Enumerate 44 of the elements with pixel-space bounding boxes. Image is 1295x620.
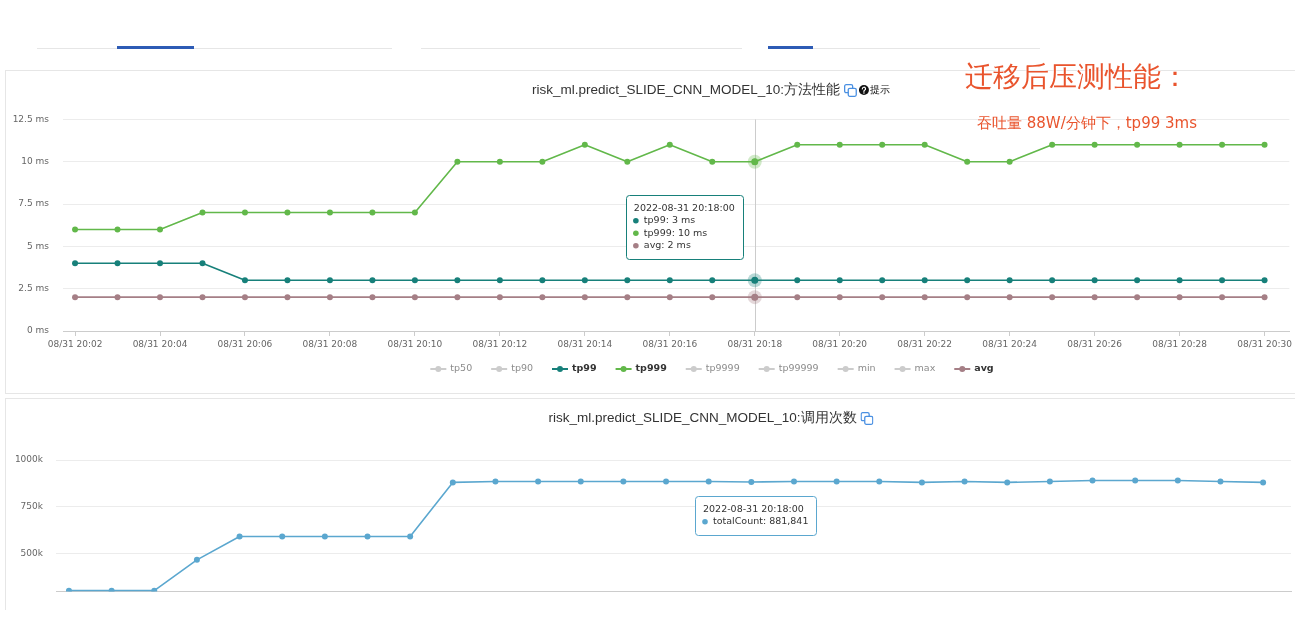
x-tick-label: 08/31 20:30 (1237, 338, 1293, 349)
x-tick-label: 08/31 20:24 (982, 338, 1038, 349)
x-tick-label: 08/31 20:20 (812, 338, 868, 349)
x-tick-label: 08/31 20:28 (1152, 338, 1208, 349)
legend-label: tp99999 (778, 362, 819, 374)
legend-label: avg (974, 362, 994, 374)
legend-label: tp9999 (705, 362, 740, 374)
y-tick-label: 5 ms (26, 240, 50, 251)
x-tick-label: 08/31 20:10 (387, 338, 443, 349)
y-tick-label: 2.5 ms (18, 283, 50, 294)
annotation: avg: 2 ms (643, 239, 691, 251)
y-tick-label: 0 ms (26, 325, 50, 336)
y-tick-label: 750k (20, 501, 44, 512)
x-tick-label: 08/31 20:16 (642, 338, 698, 349)
x-tick-label: 08/31 20:18 (727, 338, 783, 349)
chart-title: risk_ml.predict_SLIDE_CNN_MODEL_10:调用次数 (548, 409, 857, 427)
y-tick-label: 7.5 ms (18, 198, 50, 209)
legend-label: max (914, 362, 936, 374)
legend-label: min (857, 362, 876, 374)
annotation: 2022-08-31 20:18:00 (633, 201, 735, 213)
chart-title: risk_ml.predict_SLIDE_CNN_MODEL_10:方法性能 (531, 81, 841, 99)
y-tick-label: 10 ms (21, 156, 50, 167)
annotation: tp999: 10 ms (643, 226, 708, 238)
y-tick-label: 12.5 ms (12, 113, 50, 124)
legend-label: tp50 (450, 362, 473, 374)
annotation: tp99: 3 ms (643, 214, 696, 226)
x-tick-label: 08/31 20:04 (132, 338, 188, 349)
x-tick-label: 08/31 20:14 (557, 338, 613, 349)
x-tick-label: 08/31 20:22 (897, 338, 953, 349)
annotation: 2022-08-31 20:18:00 (703, 502, 804, 514)
x-tick-label: 08/31 20:26 (1067, 338, 1123, 349)
legend-label: tp99 (572, 362, 597, 374)
y-tick-label: 500k (20, 547, 44, 558)
x-tick-label: 08/31 20:02 (47, 338, 103, 349)
x-tick-label: 08/31 20:06 (217, 338, 273, 349)
legend-label: tp999 (635, 362, 667, 374)
legend-label: tp90 (511, 362, 534, 374)
annotation: totalCount: 881,841 (713, 515, 809, 527)
text: 提示 (870, 83, 891, 97)
x-tick-label: 08/31 20:12 (472, 338, 528, 349)
y-tick-label: 1000k (14, 454, 44, 465)
text: 迁移后压测性能： (965, 59, 1189, 95)
x-tick-label: 08/31 20:08 (302, 338, 358, 349)
annotation: 吞吐量 88W/分钟下，tp99 3ms (977, 114, 1197, 133)
